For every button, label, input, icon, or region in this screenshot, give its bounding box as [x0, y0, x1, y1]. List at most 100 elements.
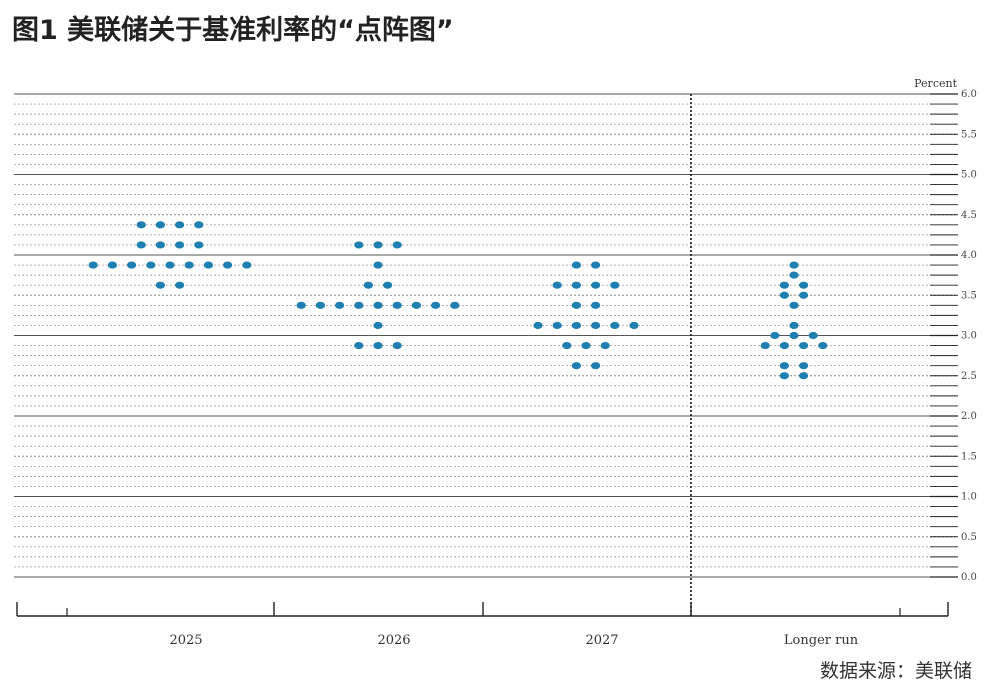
axes: 0.0 0.5 1.0 1.5 2.0 2.5 3.0 3.5 4.0 4.5 5.0 5.5 6.0 P…: [16, 77, 977, 648]
dot-point: [591, 321, 601, 330]
dot-point: [315, 301, 325, 309]
dot-point: [552, 281, 562, 289]
dot-point: [789, 261, 799, 269]
dot-point: [335, 301, 345, 309]
dot-point: [175, 221, 185, 229]
y-tick-label: 3.0: [961, 331, 977, 342]
dot-point: [799, 281, 809, 289]
dot-point: [155, 221, 165, 229]
dot-point: [779, 281, 790, 289]
dot-point: [373, 321, 383, 330]
dot-point: [591, 362, 601, 370]
dot-point: [136, 241, 146, 249]
dot-point: [155, 281, 165, 289]
y-tick-label: 4.5: [961, 210, 977, 221]
dot-point: [155, 241, 165, 249]
dot-point: [779, 291, 790, 299]
dot-point: [194, 221, 204, 229]
dot-point: [779, 341, 790, 350]
dot-point: [175, 241, 185, 249]
dot-point: [581, 341, 591, 350]
dot-point: [242, 261, 252, 269]
dot-point: [760, 341, 770, 350]
y-tick-label: 1.0: [961, 492, 977, 503]
dot-point: [373, 241, 383, 249]
dot-point: [552, 321, 562, 330]
x-tick-label: Longer run: [784, 633, 859, 648]
dot-point: [629, 321, 639, 330]
dot-point: [354, 341, 364, 350]
source-note: 数据来源：美联储: [819, 660, 972, 682]
dot-point: [779, 362, 790, 370]
dot-point: [818, 341, 828, 350]
y-tick-label: 1.5: [961, 451, 977, 462]
dot-point: [600, 341, 610, 350]
y-tick-label: 0.5: [961, 532, 977, 543]
dot-point: [591, 261, 601, 269]
dot-point: [799, 291, 809, 299]
dots: [88, 221, 828, 380]
dot-point: [354, 301, 364, 309]
dot-point: [296, 301, 306, 309]
dot-point: [194, 241, 204, 249]
dot-point: [127, 261, 137, 269]
dot-point: [610, 321, 620, 330]
dot-point: [165, 261, 175, 269]
dot-point: [363, 281, 373, 289]
dot-point: [383, 281, 393, 289]
dot-point: [571, 301, 582, 309]
dot-point: [533, 321, 543, 330]
dot-point: [392, 241, 402, 249]
dot-point: [392, 341, 402, 350]
dot-point: [610, 281, 620, 289]
x-tick-label: 2025: [169, 633, 202, 648]
dot-point: [571, 261, 582, 269]
dot-point: [591, 281, 601, 289]
dot-point: [107, 261, 117, 269]
dot-point: [392, 301, 402, 309]
x-tick-label: 2026: [377, 633, 410, 648]
dot-point: [203, 261, 213, 269]
dot-point: [184, 261, 194, 269]
dot-point: [373, 301, 383, 309]
dot-point: [175, 281, 185, 289]
x-tick-label: 2027: [585, 633, 618, 648]
dot-point: [789, 271, 799, 279]
dot-point: [799, 372, 809, 380]
dot-point: [808, 331, 818, 340]
figure-title: 图1 美联储关于基准利率的“点阵图”: [12, 15, 454, 46]
y-tick-label: 5.5: [961, 129, 977, 140]
y-axis-unit: Percent: [914, 77, 957, 90]
dot-point: [571, 321, 582, 330]
dot-point: [223, 261, 233, 269]
dot-point: [88, 261, 98, 269]
dot-point: [571, 281, 582, 289]
gridlines: [14, 93, 958, 578]
y-tick-label: 6.0: [961, 89, 977, 100]
y-tick-label: 0.0: [961, 572, 977, 583]
dot-point: [799, 362, 809, 370]
dot-point: [411, 301, 421, 309]
dot-point: [591, 301, 601, 309]
dot-point: [562, 341, 572, 350]
y-tick-label: 3.5: [961, 290, 977, 301]
dot-point: [431, 301, 441, 309]
dot-point: [571, 362, 582, 370]
dot-point: [450, 301, 460, 309]
y-tick-label: 2.0: [961, 411, 977, 422]
y-tick-label: 5.0: [961, 170, 977, 181]
dot-point: [779, 372, 790, 380]
dot-point: [373, 261, 383, 269]
dot-point: [146, 261, 156, 269]
y-tick-label: 2.5: [961, 371, 977, 382]
dot-point: [789, 301, 799, 309]
dot-point: [789, 321, 799, 330]
dot-point: [373, 341, 383, 350]
dot-point: [770, 331, 780, 340]
dot-point: [354, 241, 364, 249]
dot-point: [789, 331, 799, 340]
dot-point: [799, 341, 809, 350]
y-tick-label: 4.0: [961, 250, 977, 261]
dot-point: [136, 221, 146, 229]
